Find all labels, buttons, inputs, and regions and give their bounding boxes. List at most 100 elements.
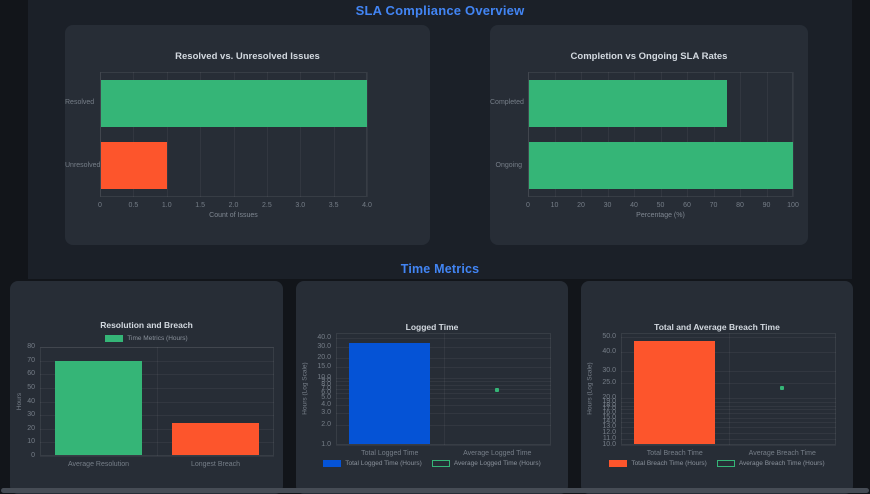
y-tick-label: 11.0	[602, 434, 616, 442]
bar-total-breach-time	[634, 341, 716, 444]
legend-label: Total Breach Time (Hours)	[631, 460, 707, 467]
bar-average-resolution	[54, 360, 143, 455]
chart-card-completion-vs-ongoing: Completion vs Ongoing SLA Rates 0 10 20 30 4…	[490, 25, 808, 245]
category-label-average-resolution: Average Resolution	[68, 461, 129, 468]
chart-card-resolution-and-breach: Resolution and Breach 0 10 20 30 40 50 60 70 80 A…	[10, 281, 283, 494]
gridline	[621, 371, 836, 373]
y-tick-label: 20	[27, 424, 35, 432]
legend-label: Average Logged Time (Hours)	[453, 460, 541, 467]
x-tick-label: 40	[630, 202, 638, 209]
category-label-average-logged-time: Average Logged Time	[463, 450, 532, 457]
sla-overview-section: SLA Compliance Overview Resolved vs. Unr…	[28, 0, 852, 258]
plot-area	[336, 333, 551, 445]
chart-legend: Total Breach Time (Hours) Average Breach …	[581, 460, 853, 467]
gridline	[621, 438, 836, 440]
y-tick-label: 3.0	[321, 409, 331, 417]
gridline	[336, 338, 551, 340]
gridline	[40, 374, 274, 376]
gridline	[336, 424, 551, 426]
y-tick-label: 8.0	[321, 380, 331, 388]
chart-logged-time: 40.0 30.0 20.0 15.0 10.0 9.0 8.0 7.0 6.0 5.0 4.0 3.…	[296, 281, 568, 494]
y-tick-label: 10.0	[317, 374, 331, 382]
legend-item-total-logged-time-hours: Total Logged Time (Hours)	[323, 460, 422, 467]
y-tick-label: 4.0	[321, 400, 331, 408]
gridline	[336, 393, 551, 395]
y-axis-label: Hours (Log Scale)	[301, 362, 309, 415]
bar-ongoing	[529, 142, 793, 190]
gridline	[40, 415, 274, 417]
gridline	[621, 417, 836, 419]
gridline	[40, 456, 274, 457]
y-tick-label: 15.0	[602, 413, 616, 421]
gridline	[40, 428, 274, 430]
y-tick-label: 13.0	[602, 423, 616, 431]
legend-label: Average Breach Time (Hours)	[738, 460, 825, 467]
gridline	[336, 378, 551, 380]
y-axis-label: Hours (Log Scale)	[586, 362, 594, 415]
y-axis-label: Hours	[15, 392, 23, 410]
gridline	[367, 72, 368, 197]
legend-swatch-total-breach-time-hours	[609, 460, 628, 467]
plot-area	[528, 72, 793, 197]
x-tick-label: 90	[762, 202, 771, 209]
y-tick-label: 30.0	[602, 367, 616, 375]
gridline	[336, 358, 551, 360]
chart-title-resolution-and-breach: Resolution and Breach	[100, 320, 193, 330]
x-tick-label: 3.0	[295, 202, 306, 209]
chart-resolution-and-breach: 0 10 20 30 40 50 60 70 80 Average Resolution Longe…	[10, 281, 283, 494]
y-tick-label: 7.0	[321, 384, 331, 392]
plot-area	[40, 347, 274, 456]
x-tick-label: 80	[736, 202, 744, 209]
category-label-total-logged-time: Total Logged Time	[361, 450, 419, 457]
y-tick-label: 25.0	[602, 379, 616, 387]
chart-legend: Total Logged Time (Hours) Average Logged …	[296, 460, 568, 467]
gridline	[157, 347, 158, 456]
x-tick-label: 0	[526, 202, 530, 209]
y-tick-label: 9.0	[321, 377, 331, 385]
gridline	[233, 72, 235, 197]
bar-unresolved	[101, 142, 167, 190]
chart-legend: Time Metrics (Hours)	[10, 335, 283, 342]
y-tick-label: 20.0	[317, 354, 331, 362]
gridline	[336, 346, 551, 348]
gridline	[740, 72, 741, 197]
x-tick-label: 0	[98, 202, 102, 209]
x-tick-label: 2.5	[262, 202, 272, 209]
gridline	[336, 381, 551, 383]
section-title-sla-overview: SLA Compliance Overview	[355, 3, 525, 18]
y-tick-label: 6.0	[321, 389, 331, 397]
gridline	[40, 387, 274, 389]
y-tick-label: 40.0	[317, 334, 331, 342]
gridline	[40, 442, 274, 444]
bar-total-logged-time	[349, 342, 431, 444]
legend-item-total-breach-time-hours: Total Breach Time (Hours)	[609, 460, 707, 467]
gridline	[333, 72, 335, 197]
gridline	[40, 401, 274, 403]
x-tick-label: 60	[683, 202, 691, 209]
gridline	[266, 72, 268, 197]
y-tick-label: 70	[27, 356, 35, 364]
y-tick-label: 5.0	[321, 394, 331, 402]
legend-label: Time Metrics (Hours)	[127, 335, 188, 342]
bar-longest-breach	[171, 423, 260, 455]
gridline	[793, 72, 794, 197]
chart-card-total-average-breach-time: Total and Average Breach Time 50.0 40.0 30…	[581, 281, 853, 494]
x-axis-label: Count of Issues	[209, 212, 258, 219]
gridline	[634, 72, 635, 197]
gridline	[621, 398, 836, 400]
y-tick-label: 80	[27, 343, 35, 350]
y-tick-label: 14.0	[602, 418, 616, 426]
horizontal-scrollbar[interactable]	[1, 488, 869, 493]
gridline	[621, 427, 836, 429]
legend-swatch-total-logged-time-hours	[323, 460, 342, 467]
section-title-time-metrics: Time Metrics	[400, 262, 480, 276]
y-tick-label: 10	[27, 438, 35, 446]
legend-swatch-average-logged-time-hours	[431, 460, 450, 467]
chart-title-logged-time: Logged Time	[405, 322, 459, 332]
gridline	[443, 333, 445, 445]
chart-completion-vs-ongoing: 0 10 20 30 40 50 60 70 80 90 100 Completed Ongoing Pe…	[490, 25, 808, 245]
legend-label: Total Logged Time (Hours)	[345, 460, 422, 467]
x-tick-label: 2.0	[228, 202, 239, 209]
gridline	[621, 409, 836, 411]
x-tick-label: 100	[787, 202, 799, 209]
